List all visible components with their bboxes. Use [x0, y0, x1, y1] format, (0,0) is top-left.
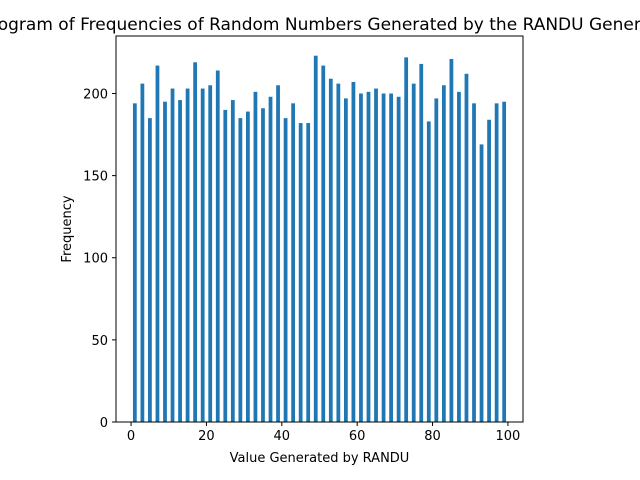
histogram-bar	[268, 96, 273, 423]
histogram-bar	[291, 103, 296, 422]
histogram-bar	[208, 85, 213, 422]
histogram-bar	[170, 88, 175, 422]
histogram-bar	[238, 118, 243, 422]
histogram-bar	[261, 108, 265, 423]
histogram-bar	[434, 98, 439, 423]
histogram-bar	[246, 111, 250, 422]
histogram-bar	[502, 101, 507, 422]
histogram-bar	[404, 57, 409, 422]
y-tick-label: 150	[83, 170, 108, 185]
x-axis-title: Value Generated by RANDU	[230, 451, 410, 466]
histogram-bar	[328, 78, 333, 423]
histogram-bar	[389, 93, 393, 423]
histogram-bar	[441, 85, 446, 422]
histogram-bar	[283, 118, 288, 422]
x-tick-label: 60	[349, 429, 366, 444]
histogram-bar	[155, 65, 160, 422]
histogram-bar	[374, 88, 378, 422]
histogram-bar	[472, 103, 476, 422]
histogram-bar	[426, 121, 431, 422]
histogram-bar	[381, 93, 386, 423]
x-axis: 0 20 40 60 80 100	[127, 422, 520, 444]
histogram-bar	[215, 70, 220, 423]
x-tick-label: 80	[424, 429, 441, 444]
y-tick-label: 200	[83, 87, 108, 102]
histogram-bar	[148, 118, 152, 422]
y-axis-title: Frequency	[60, 195, 75, 262]
histogram-bar	[494, 103, 499, 422]
histogram-bar	[396, 96, 401, 423]
y-tick-label: 0	[100, 416, 108, 431]
histogram-bar	[411, 83, 416, 422]
histogram-bar	[449, 59, 454, 422]
bars-group	[132, 55, 507, 423]
x-tick-label: 100	[496, 429, 521, 444]
x-tick-label: 20	[198, 429, 215, 444]
histogram-bar	[185, 88, 190, 422]
histogram-bar	[200, 88, 205, 422]
histogram-bar	[140, 83, 145, 422]
histogram-bar	[193, 62, 198, 422]
histogram-bar	[457, 91, 461, 422]
histogram-bar	[276, 85, 280, 422]
histogram-bar	[366, 91, 371, 422]
histogram-bar	[313, 55, 318, 423]
chart-title: Histogram of Frequencies of Random Numbe…	[0, 15, 640, 35]
y-tick-label: 100	[83, 252, 108, 267]
y-axis: 0 50 100 150 200	[83, 87, 116, 431]
histogram-bar	[359, 93, 363, 423]
histogram-bar	[464, 73, 469, 422]
histogram-bar	[351, 81, 356, 423]
histogram-bar	[479, 144, 484, 422]
histogram-bar	[132, 103, 137, 422]
histogram-bar	[223, 109, 228, 422]
x-tick-label: 40	[274, 429, 291, 444]
plot-frame	[115, 35, 524, 423]
histogram-bar	[230, 100, 235, 422]
histogram-bar	[419, 63, 424, 423]
histogram-bar	[306, 123, 311, 422]
histogram-bar	[163, 101, 167, 422]
y-tick-label: 50	[91, 334, 108, 349]
histogram-bar	[298, 123, 303, 422]
histogram-bar	[344, 98, 348, 423]
histogram-bar	[253, 91, 258, 422]
x-tick-label: 0	[127, 429, 135, 444]
histogram-bar	[487, 119, 491, 423]
histogram-bar	[336, 83, 341, 422]
histogram-bar	[178, 100, 182, 422]
histogram-bar	[321, 65, 326, 422]
